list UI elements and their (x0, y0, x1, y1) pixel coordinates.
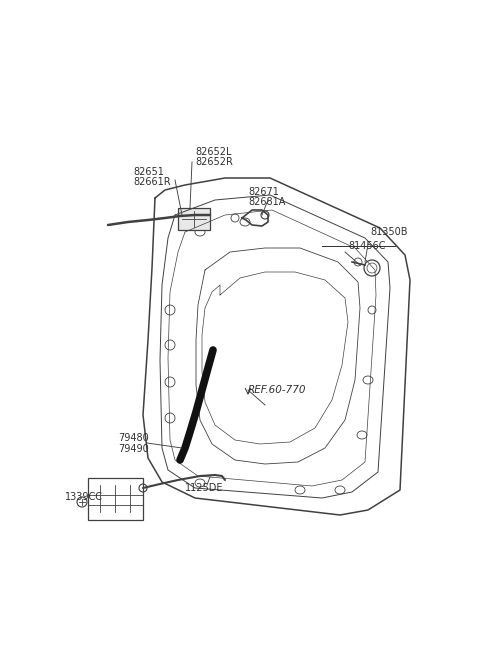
Text: 1125DE: 1125DE (185, 483, 224, 493)
Text: 82652L: 82652L (195, 147, 231, 157)
FancyBboxPatch shape (178, 208, 210, 230)
Text: 79480: 79480 (118, 433, 149, 443)
Text: 1339CC: 1339CC (65, 492, 103, 502)
Text: 82681A: 82681A (248, 197, 286, 207)
Text: 82671: 82671 (248, 187, 279, 197)
Text: 82661R: 82661R (133, 177, 170, 187)
Text: 81456C: 81456C (348, 241, 385, 251)
Text: 82651: 82651 (133, 167, 164, 177)
Text: 79490: 79490 (118, 444, 149, 454)
Text: REF.60-770: REF.60-770 (248, 385, 307, 395)
Text: 81350B: 81350B (370, 227, 408, 237)
Text: 82652R: 82652R (195, 157, 233, 167)
